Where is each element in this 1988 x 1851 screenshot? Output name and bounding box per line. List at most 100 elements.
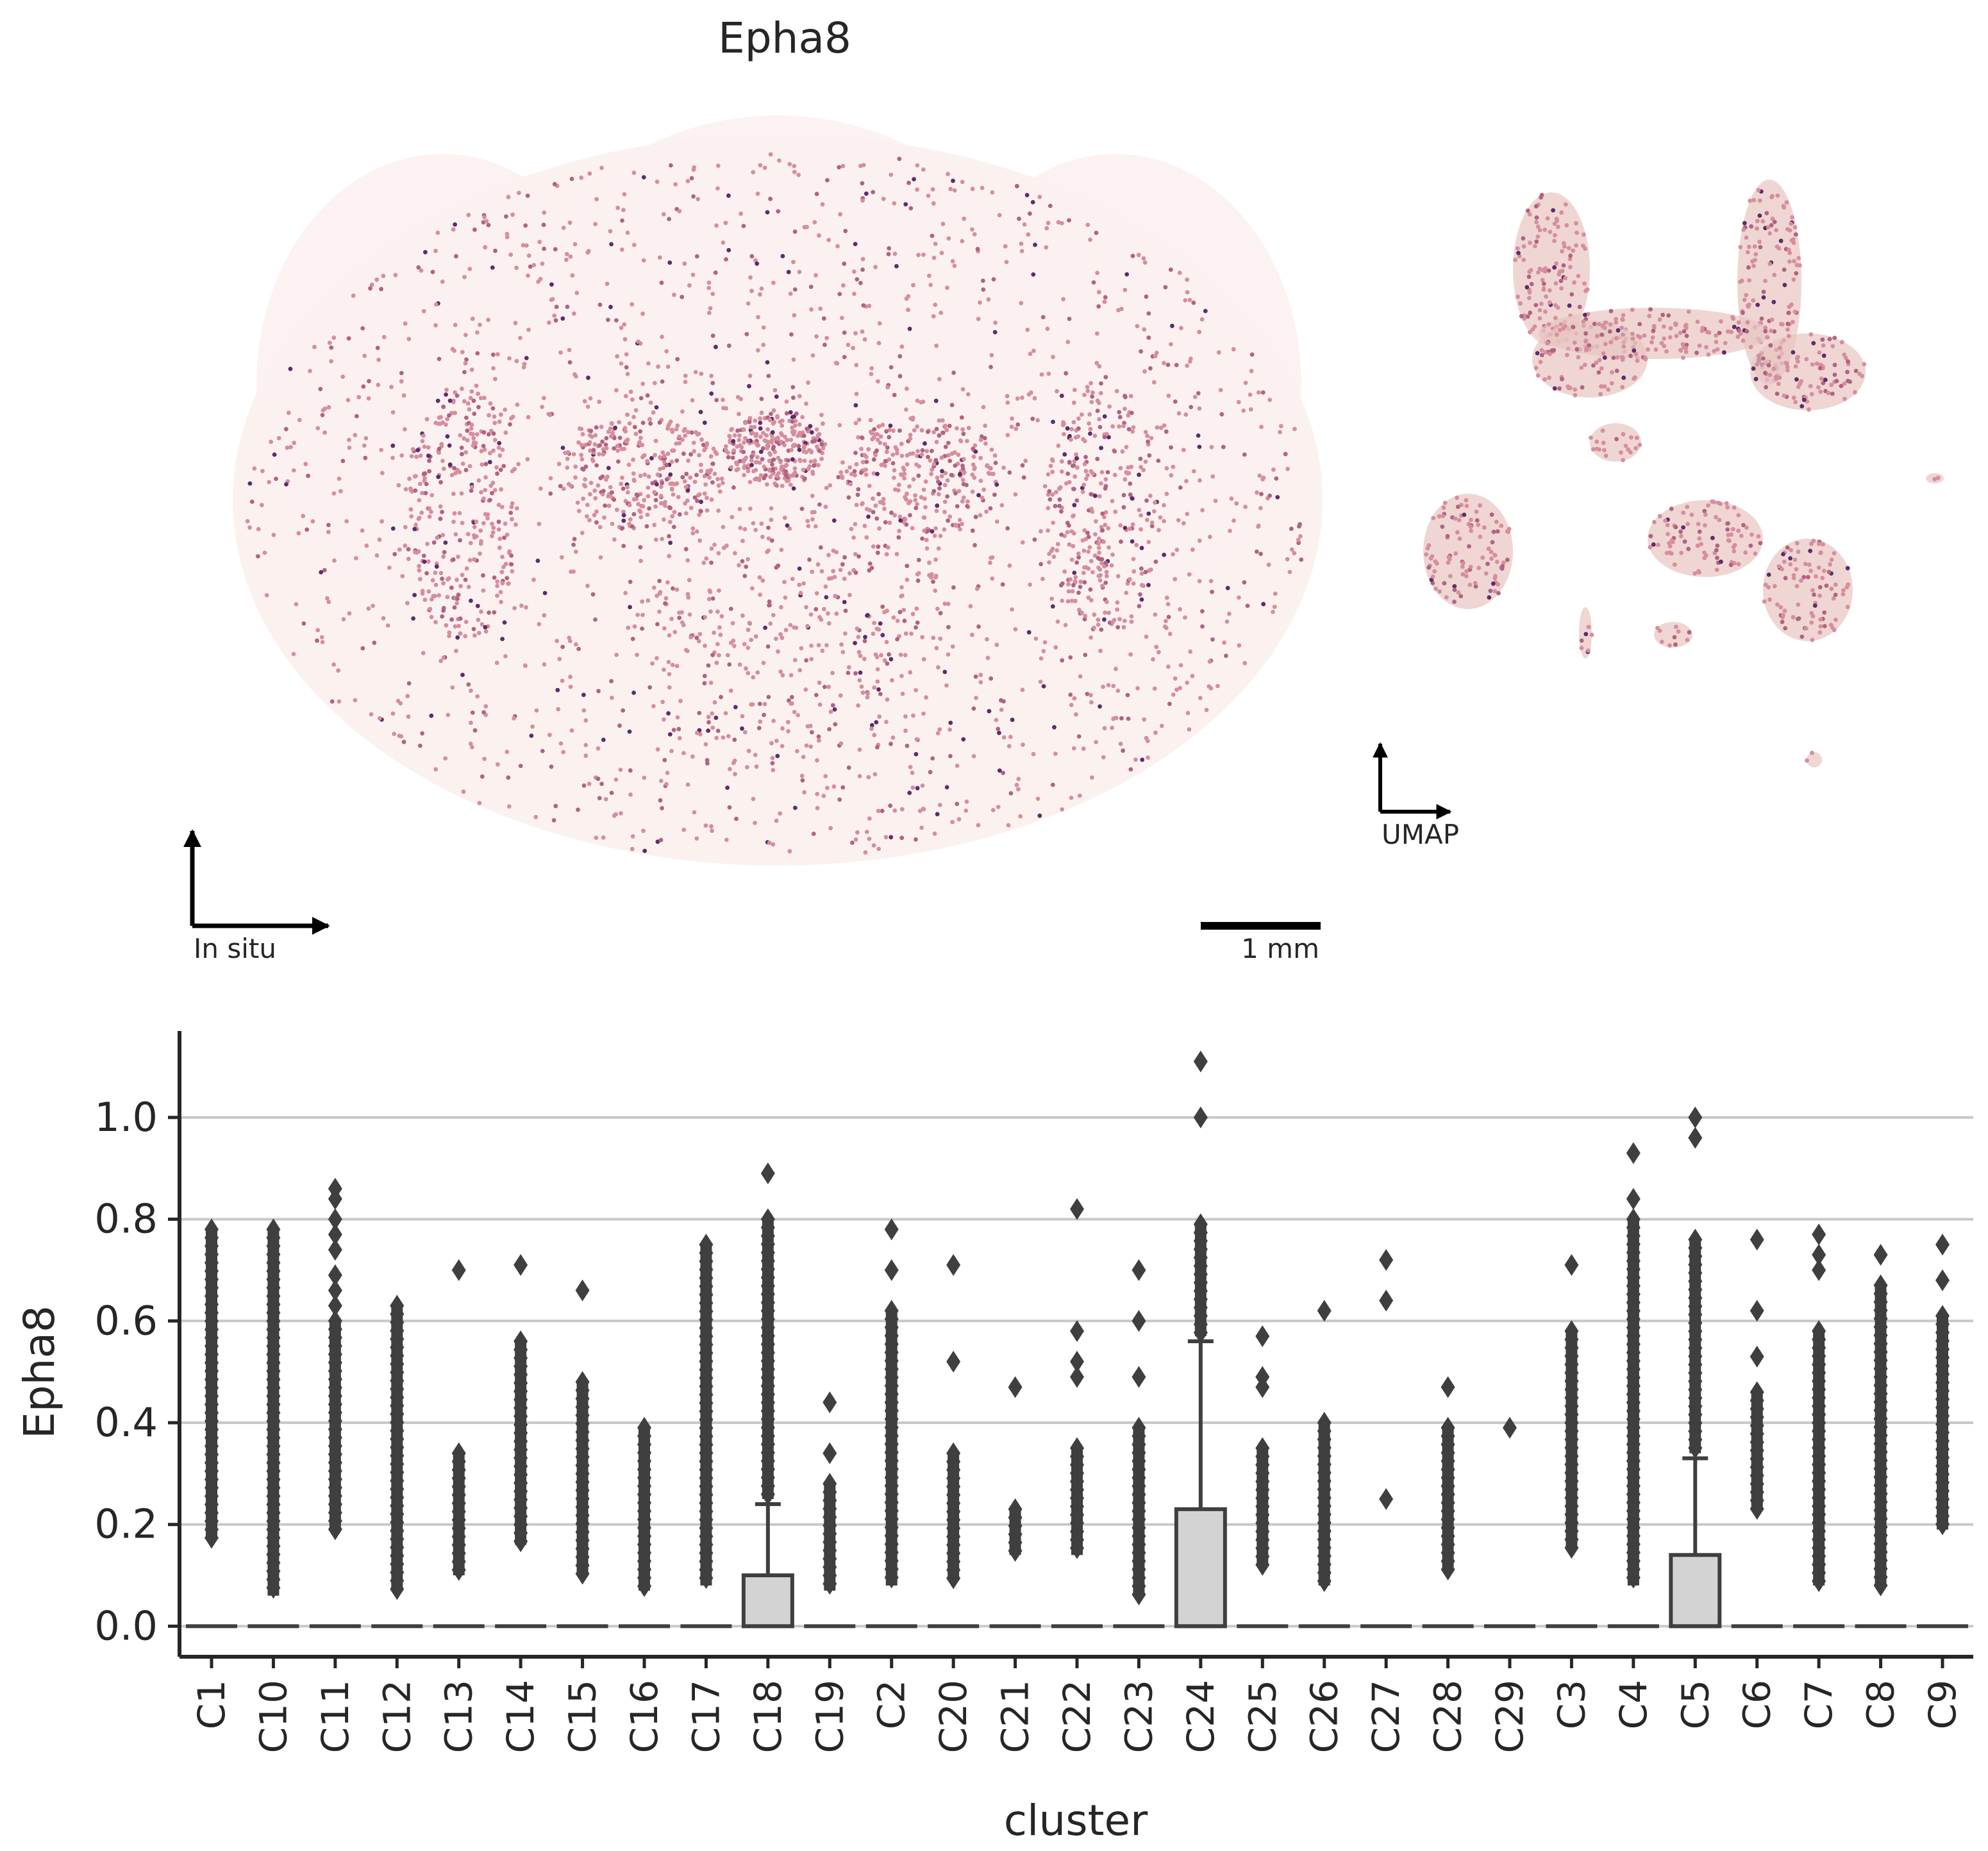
- umap-dot: [1603, 342, 1608, 347]
- insitu-dot: [804, 743, 809, 748]
- insitu-dot: [1082, 580, 1087, 585]
- insitu-dot: [381, 616, 386, 621]
- insitu-dot: [409, 514, 414, 519]
- insitu-dot: [1218, 388, 1223, 392]
- insitu-dot: [1089, 598, 1094, 603]
- insitu-dot: [812, 439, 817, 444]
- insitu-dot: [537, 239, 542, 244]
- umap-dot: [1695, 319, 1700, 324]
- insitu-dot: [286, 410, 291, 415]
- insitu-dot: [666, 423, 671, 428]
- insitu-dot: [1126, 427, 1132, 431]
- umap-dot: [1608, 308, 1614, 314]
- insitu-dot: [691, 194, 696, 199]
- umap-dot: [1780, 322, 1785, 327]
- umap-dot: [1808, 383, 1813, 389]
- insitu-dot: [871, 843, 876, 848]
- insitu-dot: [721, 735, 726, 740]
- umap-dot: [1932, 477, 1937, 482]
- insitu-dot: [714, 660, 719, 666]
- insitu-dot: [469, 720, 473, 725]
- insitu-dot: [417, 515, 422, 521]
- umap-dot: [1446, 555, 1451, 560]
- insitu-dot: [937, 492, 941, 497]
- insitu-dot: [892, 513, 897, 517]
- insitu-dot: [1104, 574, 1109, 578]
- insitu-dot: [744, 666, 748, 671]
- umap-dot: [1664, 349, 1669, 354]
- insitu-dot: [1271, 467, 1276, 472]
- insitu-dot: [1047, 489, 1052, 494]
- insitu-dot: [933, 588, 938, 593]
- insitu-dot: [1139, 527, 1143, 532]
- insitu-dot: [935, 812, 940, 817]
- y-tick-label: 0.0: [94, 1602, 158, 1649]
- insitu-dot: [690, 531, 696, 536]
- insitu-dot: [737, 438, 742, 442]
- insitu-dot: [645, 458, 650, 464]
- insitu-dot: [444, 623, 449, 628]
- insitu-dot: [531, 263, 537, 267]
- umap-dot: [1487, 595, 1492, 600]
- insitu-dot: [476, 617, 481, 623]
- insitu-dot: [1047, 551, 1051, 557]
- insitu-dot: [668, 472, 673, 477]
- insitu-dot: [531, 577, 536, 582]
- insitu-dot: [436, 474, 441, 480]
- outlier-point: [1626, 1142, 1641, 1164]
- umap-dot: [1533, 365, 1539, 371]
- insitu-dot: [872, 685, 877, 690]
- umap-dot: [1494, 560, 1499, 564]
- insitu-dot: [890, 735, 896, 740]
- insitu-dot: [842, 599, 847, 605]
- insitu-dot: [735, 428, 740, 433]
- insitu-dot: [1046, 528, 1050, 533]
- insitu-dot: [826, 684, 831, 689]
- insitu-dot: [747, 383, 751, 389]
- insitu-dot: [953, 523, 958, 527]
- insitu-dot: [821, 421, 825, 426]
- insitu-dot: [452, 605, 457, 610]
- umap-cluster: [1648, 500, 1763, 577]
- insitu-dot: [362, 443, 367, 448]
- insitu-dot: [970, 489, 975, 494]
- insitu-dot: [1145, 433, 1150, 439]
- umap-dot: [1736, 513, 1741, 517]
- insitu-dot: [628, 517, 633, 522]
- umap-dot: [1758, 540, 1763, 546]
- insitu-dot: [492, 421, 497, 426]
- umap-dot: [1542, 377, 1548, 382]
- insitu-dot: [892, 475, 896, 480]
- insitu-dot: [493, 376, 497, 381]
- insitu-dot: [942, 424, 947, 429]
- umap-dot: [1457, 517, 1462, 523]
- insitu-dot: [585, 405, 590, 409]
- insitu-dot: [1094, 519, 1098, 524]
- insitu-dot: [447, 462, 453, 467]
- insitu-dot: [783, 595, 788, 600]
- insitu-dot: [443, 756, 448, 761]
- umap-dot: [1796, 602, 1801, 607]
- insitu-dot: [1117, 410, 1122, 415]
- insitu-dot: [689, 176, 694, 181]
- insitu-dot: [1069, 796, 1074, 800]
- insitu-dot: [683, 511, 689, 515]
- insitu-dot: [609, 679, 614, 683]
- umap-dot: [1568, 265, 1573, 269]
- insitu-dot: [1037, 194, 1042, 199]
- insitu-dot: [860, 435, 864, 440]
- umap-dot: [1697, 343, 1702, 348]
- insitu-dot: [853, 641, 857, 646]
- umap-dot: [1548, 230, 1553, 235]
- insitu-dot: [606, 317, 610, 322]
- umap-dot: [1478, 503, 1482, 508]
- insitu-dot: [766, 374, 771, 378]
- insitu-dot: [390, 455, 395, 460]
- outlier-point: [266, 1577, 281, 1599]
- umap-dot: [1561, 263, 1566, 268]
- insitu-dot: [712, 471, 717, 476]
- insitu-dot: [603, 797, 608, 801]
- umap-dot: [1552, 265, 1557, 270]
- insitu-dot: [880, 423, 885, 428]
- insitu-dot: [635, 653, 639, 657]
